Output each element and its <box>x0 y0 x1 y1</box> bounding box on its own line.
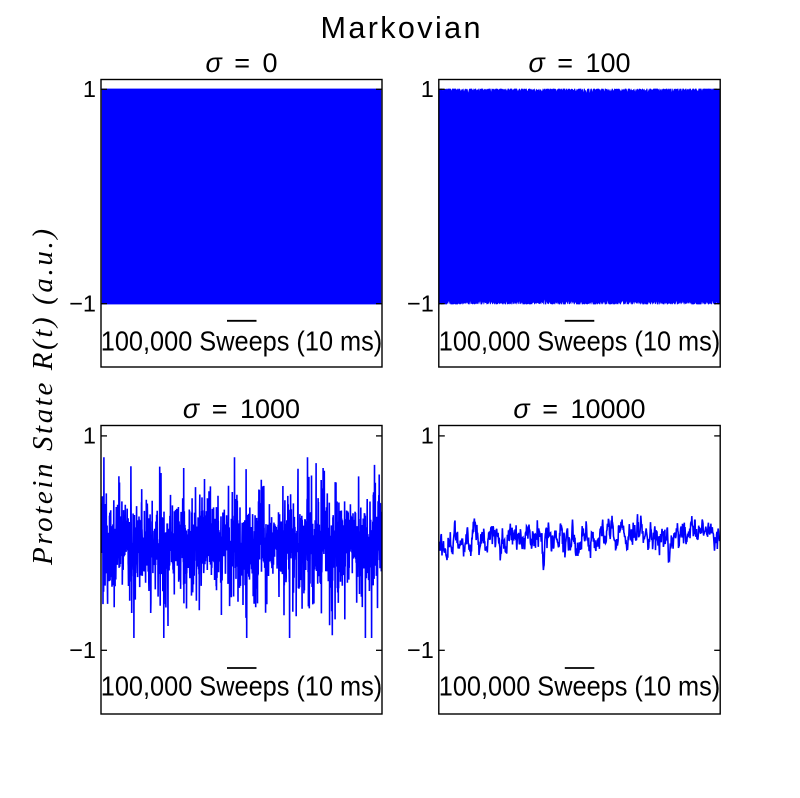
svg-text:100,000 Sweeps (10 ms): 100,000 Sweeps (10 ms) <box>101 671 383 702</box>
svg-text:Markovian: Markovian <box>321 11 481 45</box>
svg-text:σ = 100: σ = 100 <box>528 48 630 78</box>
svg-text:−1: −1 <box>407 637 434 663</box>
svg-text:σ = 1000: σ = 1000 <box>183 394 300 424</box>
svg-text:σ = 0: σ = 0 <box>205 48 277 78</box>
svg-text:1: 1 <box>83 76 96 102</box>
svg-text:−1: −1 <box>69 637 96 663</box>
svg-text:σ = 10000: σ = 10000 <box>513 394 645 424</box>
svg-text:1: 1 <box>421 423 434 449</box>
svg-text:−1: −1 <box>69 291 96 317</box>
svg-text:−1: −1 <box>407 291 434 317</box>
svg-text:100,000 Sweeps (10 ms): 100,000 Sweeps (10 ms) <box>439 326 721 357</box>
svg-text:1: 1 <box>421 76 434 102</box>
svg-text:100,000 Sweeps (10 ms): 100,000 Sweeps (10 ms) <box>439 671 721 702</box>
svg-text:100,000 Sweeps (10 ms): 100,000 Sweeps (10 ms) <box>101 326 383 357</box>
svg-text:1: 1 <box>83 423 96 449</box>
